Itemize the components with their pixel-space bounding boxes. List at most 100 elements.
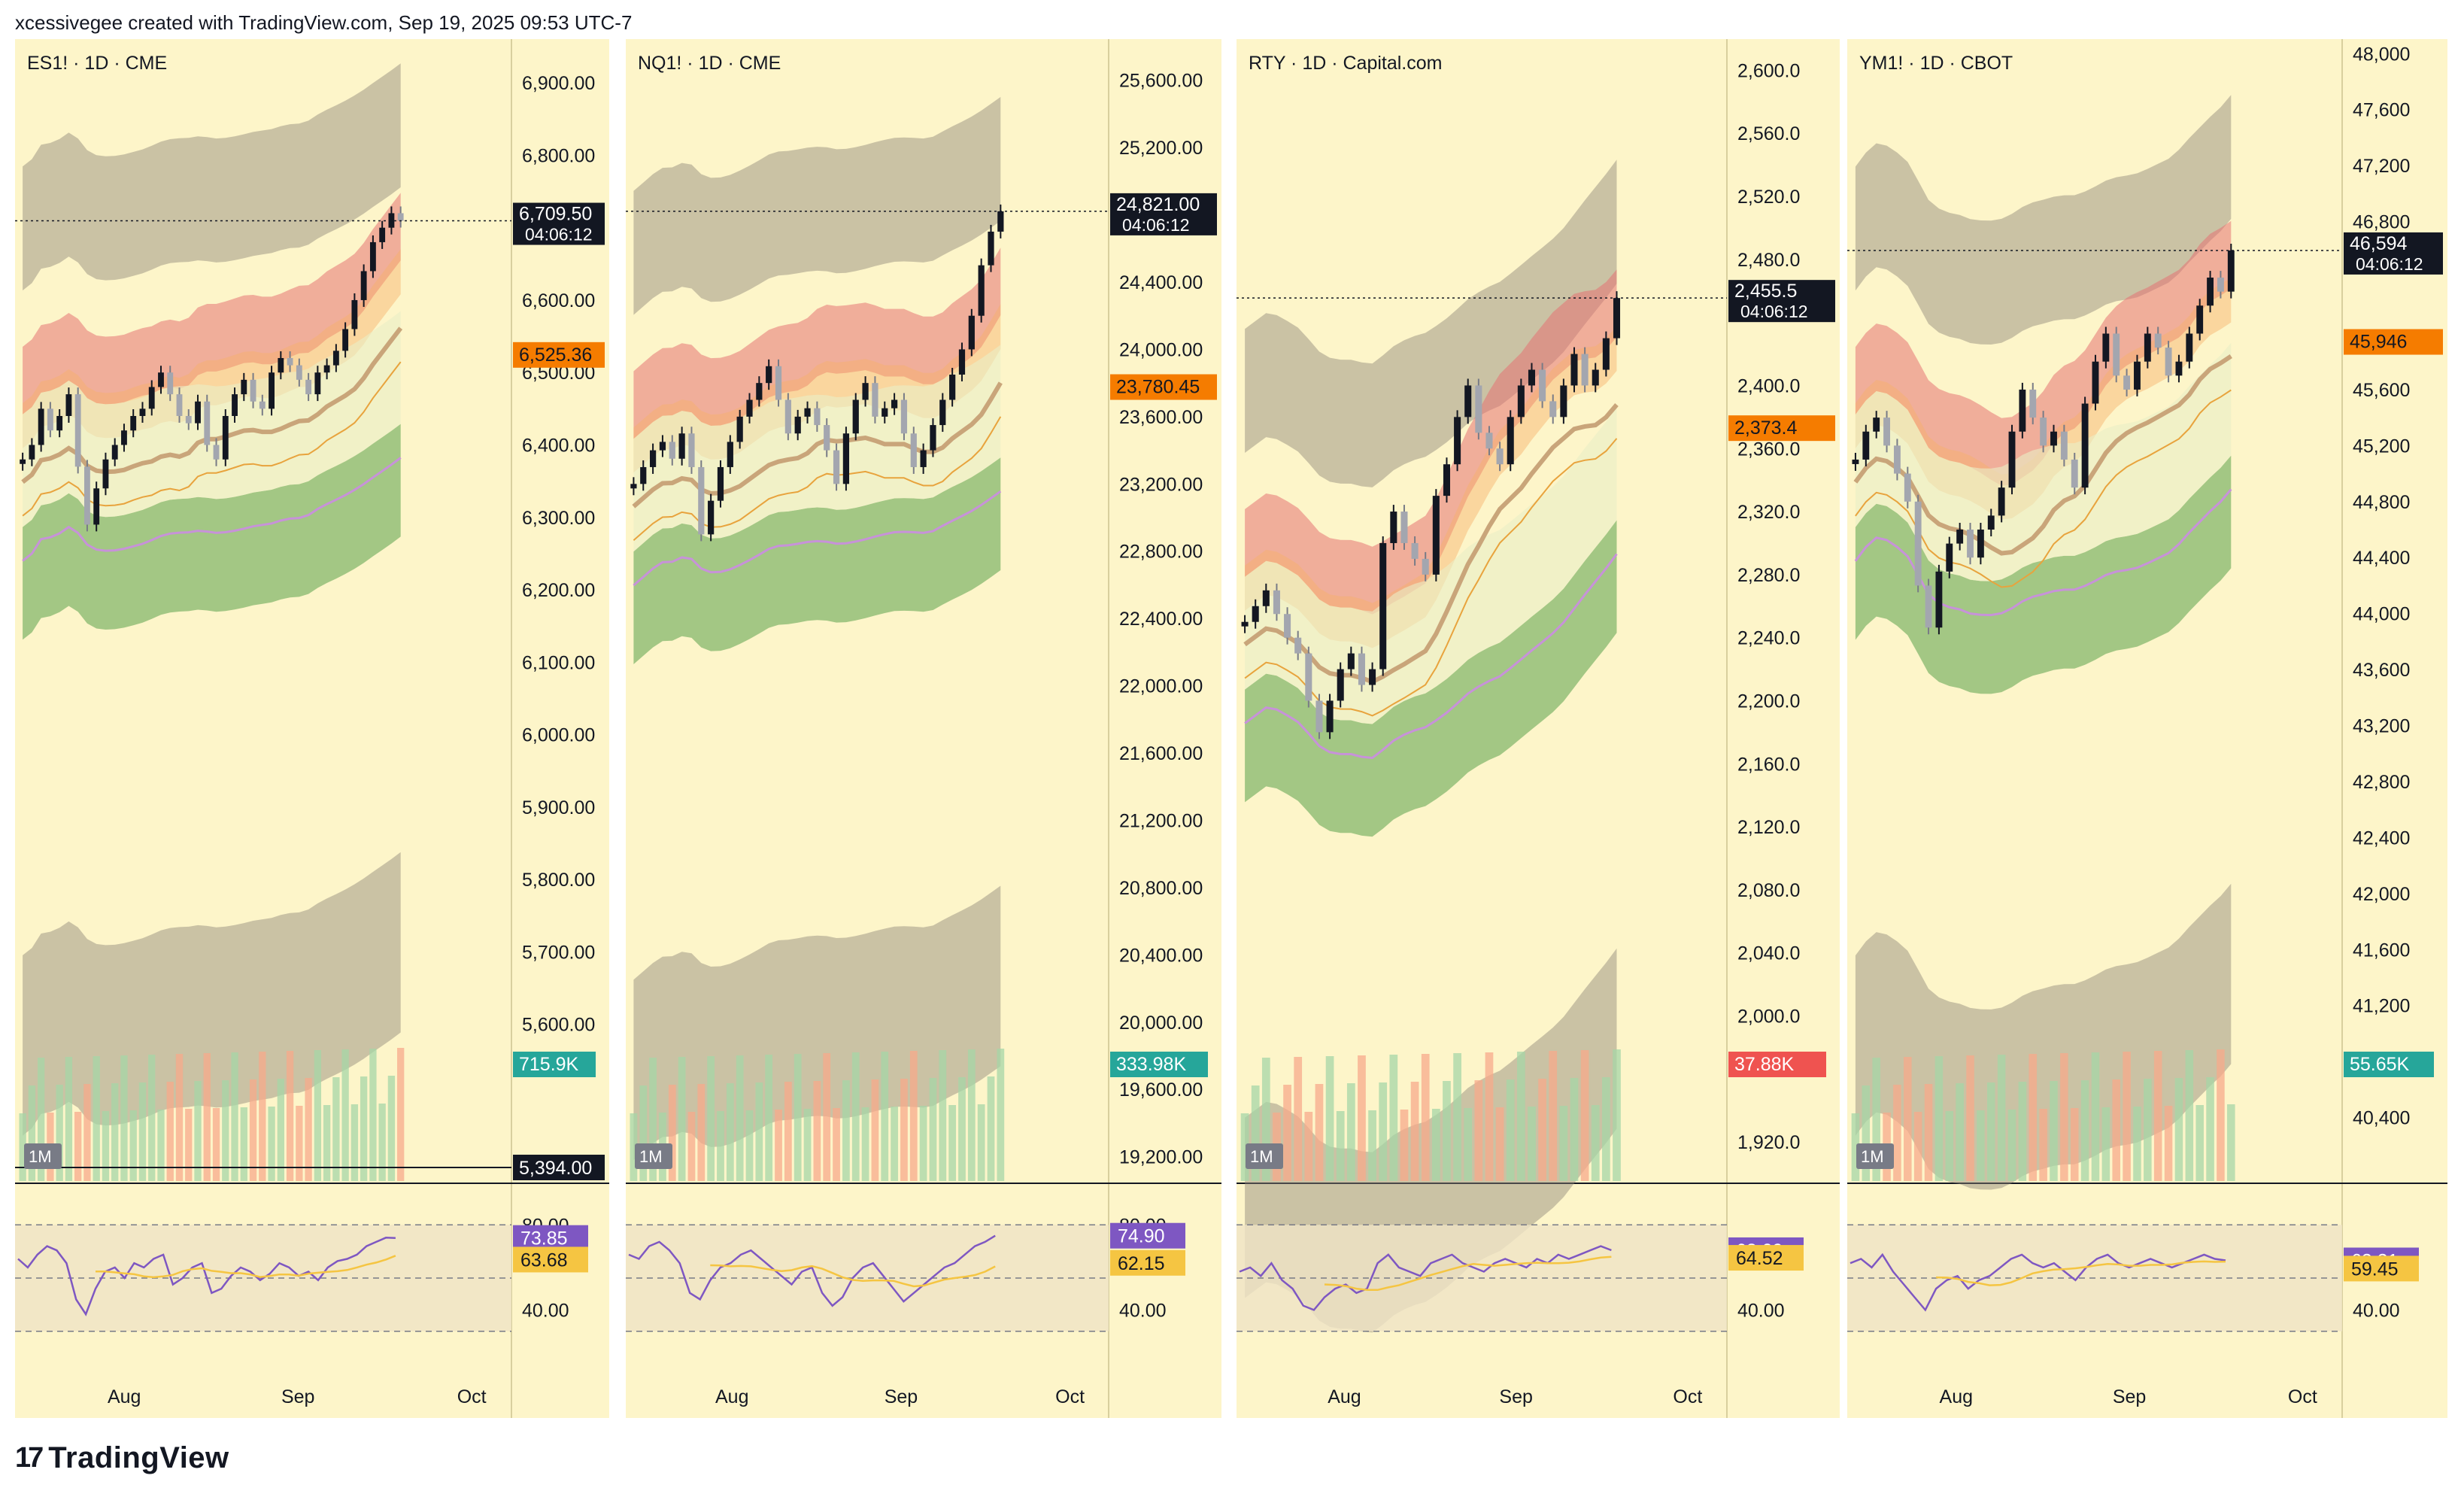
candle xyxy=(84,460,90,532)
candle xyxy=(824,418,830,457)
candle xyxy=(351,293,358,336)
candle-body xyxy=(958,349,966,375)
rsi-ma-line xyxy=(1324,1255,1612,1292)
tradingview-logo[interactable]: 17 TradingView xyxy=(15,1435,229,1480)
volume-bar xyxy=(2112,1079,2120,1181)
volume-bar xyxy=(231,1052,238,1181)
green-ribbon xyxy=(1855,455,2232,694)
candle-body xyxy=(775,366,782,400)
timeframe-badge xyxy=(1246,1143,1283,1169)
candle xyxy=(2144,326,2151,369)
candle xyxy=(1528,363,1536,393)
candle-body xyxy=(2186,333,2193,362)
price-tick-label: 43,600 xyxy=(2353,660,2410,681)
volume-bar xyxy=(2195,1105,2204,1181)
volume-badge xyxy=(513,1052,596,1077)
candle xyxy=(213,438,220,466)
price-tick-label: 44,400 xyxy=(2353,548,2410,569)
candle xyxy=(766,359,772,390)
candle-body xyxy=(287,357,293,366)
green-ribbon xyxy=(633,457,1001,664)
candle-body xyxy=(920,450,927,467)
x-tick-label: Aug xyxy=(715,1386,748,1407)
volume-bar xyxy=(2050,1081,2058,1181)
candle-body xyxy=(1432,496,1440,575)
candle-body xyxy=(1315,700,1323,733)
ma-label: 45,946 xyxy=(2350,332,2407,353)
candle xyxy=(1358,646,1365,692)
price-tick-label: 6,600.00 xyxy=(522,290,595,311)
candle xyxy=(1294,630,1302,660)
candle-body xyxy=(1946,543,1953,572)
candle-body xyxy=(727,442,733,467)
countdown-label: 04:06:12 xyxy=(525,225,593,244)
candle-body xyxy=(2154,333,2162,348)
volume-bar xyxy=(1389,1055,1398,1181)
candle xyxy=(369,235,376,278)
volume-bar xyxy=(1924,1084,1933,1181)
volume-bar xyxy=(823,1053,831,1181)
rsi-ma-line xyxy=(1936,1260,2226,1286)
ma-badge xyxy=(1728,415,1835,442)
candle xyxy=(102,452,109,496)
candle-body xyxy=(1454,417,1461,465)
candle-body xyxy=(1893,445,1901,474)
volume-bar xyxy=(37,1058,45,1181)
candle-body xyxy=(1935,571,1943,628)
candle xyxy=(1496,442,1504,472)
candle-body xyxy=(296,365,302,380)
volume-bar xyxy=(360,1076,368,1181)
candle-body xyxy=(269,372,275,409)
volume-bar xyxy=(967,1049,976,1181)
chart-panel-2: 25,600.00 25,200.00 24,400.00 24,000.00 23,6… xyxy=(626,39,1221,1418)
upper-gray-ribbon xyxy=(1245,159,1617,487)
volume-bar xyxy=(1336,1111,1345,1181)
candle-body xyxy=(130,415,137,431)
candle-body xyxy=(1977,530,1984,558)
rsi-ma-badge xyxy=(1728,1245,1804,1271)
candle xyxy=(278,351,284,380)
volume-bar xyxy=(1346,1083,1355,1181)
rsi-value-label: 74.90 xyxy=(1118,1226,1165,1247)
volume-bar xyxy=(958,1077,966,1181)
candle xyxy=(1862,424,1870,466)
volume-bar xyxy=(2018,1082,2027,1181)
price-tick-label: 42,800 xyxy=(2353,772,2410,793)
price-tick-label: 5,600.00 xyxy=(522,1015,595,1036)
candle-body xyxy=(1443,464,1450,496)
volume-bar xyxy=(1986,1082,1995,1181)
candle-body xyxy=(2207,278,2214,306)
candle xyxy=(2081,396,2089,495)
volume-bar xyxy=(65,1057,73,1181)
candle xyxy=(882,401,888,424)
x-tick-label: Sep xyxy=(1499,1386,1532,1407)
volume-bar xyxy=(19,1113,26,1181)
candle xyxy=(185,409,192,430)
candle xyxy=(2071,452,2078,495)
candle xyxy=(949,367,956,407)
price-tick-label: 42,000 xyxy=(2353,884,2410,905)
candle xyxy=(20,452,26,471)
rsi-ma-label: 63.68 xyxy=(520,1249,568,1271)
symbol-label: NQ1! · 1D · CME xyxy=(638,53,781,74)
volume-bar xyxy=(1240,1113,1249,1181)
candle xyxy=(1464,378,1472,424)
candle-body xyxy=(1337,669,1344,701)
last-price-label: 6,709.50 xyxy=(519,204,592,225)
candle-body xyxy=(784,399,791,434)
candle xyxy=(1946,536,1953,578)
candle xyxy=(1935,564,1943,635)
volume-badge xyxy=(1110,1052,1208,1077)
candle xyxy=(678,427,685,466)
volume-bar xyxy=(755,1082,763,1181)
tradingview-brand: TradingView xyxy=(48,1441,229,1474)
price-tick-label: 1,920.0 xyxy=(1737,1132,1800,1153)
upper-gray-ribbon xyxy=(23,63,401,291)
neutral-ribbon xyxy=(1855,342,2232,581)
candle-body xyxy=(804,408,811,417)
candle xyxy=(232,387,238,423)
chart-panel-3: 2,600.0 2,560.0 2,520.0 2,480.0 2,400.0 2,360… xyxy=(1237,39,1840,1418)
volume-bar xyxy=(102,1111,110,1181)
price-tick-label: 48,000 xyxy=(2353,44,2410,65)
